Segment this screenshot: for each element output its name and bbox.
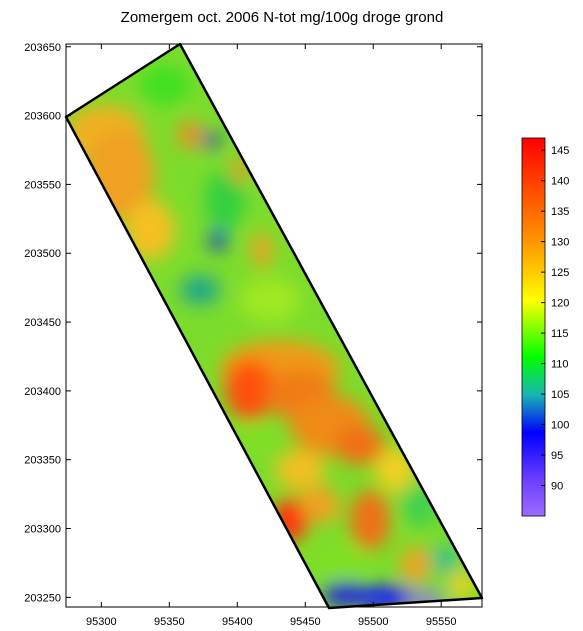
heat-field xyxy=(66,44,482,608)
legend-tick-label: 140 xyxy=(551,176,569,188)
legend-tick-label: 100 xyxy=(551,420,569,432)
legend-tick-label: 110 xyxy=(551,359,569,371)
y-tick-label: 203400 xyxy=(24,386,61,398)
axis-ticks xyxy=(66,44,482,607)
legend-colorbar xyxy=(521,137,546,517)
legend-tick-label: 115 xyxy=(551,328,569,340)
y-tick-label: 203250 xyxy=(24,592,61,604)
legend-tick-label: 90 xyxy=(551,481,563,493)
y-tick-label: 203650 xyxy=(24,42,61,54)
legend-ticks: 145 140 135 130 125 120 115 110 105 100 95 90 xyxy=(541,145,569,493)
y-tick-label: 203350 xyxy=(24,455,61,467)
legend-tick-label: 105 xyxy=(551,389,569,401)
x-tick-label: 95350 xyxy=(154,616,185,628)
legend-tick-label: 145 xyxy=(551,145,569,157)
y-tick-label: 203500 xyxy=(24,248,61,260)
y-tick-label: 203450 xyxy=(24,317,61,329)
x-tick-label: 95300 xyxy=(86,616,117,628)
color-legend: 145 140 135 130 125 120 115 110 105 100 95 90 xyxy=(521,137,569,517)
x-tick-label: 95500 xyxy=(358,616,389,628)
legend-tick-label: 120 xyxy=(551,298,569,310)
legend-tick-label: 95 xyxy=(551,450,563,462)
x-tick-label: 95450 xyxy=(290,616,321,628)
plot-frame xyxy=(65,43,483,608)
legend-tick-label: 130 xyxy=(551,237,569,249)
map-title: Zomergem oct. 2006 N-tot mg/100g droge g… xyxy=(121,9,444,26)
y-tick-label: 203300 xyxy=(24,524,61,536)
x-tick-label: 95550 xyxy=(426,616,457,628)
axis-labels: 95300 95350 95400 95450 95500 95550 203650 2036… xyxy=(24,42,456,628)
x-tick-label: 95400 xyxy=(222,616,253,628)
field-boundary xyxy=(64,42,484,610)
legend-tick-label: 125 xyxy=(551,267,569,279)
y-tick-label: 203600 xyxy=(24,111,61,123)
legend-tick-label: 135 xyxy=(551,206,569,218)
y-tick-label: 203550 xyxy=(24,179,61,191)
